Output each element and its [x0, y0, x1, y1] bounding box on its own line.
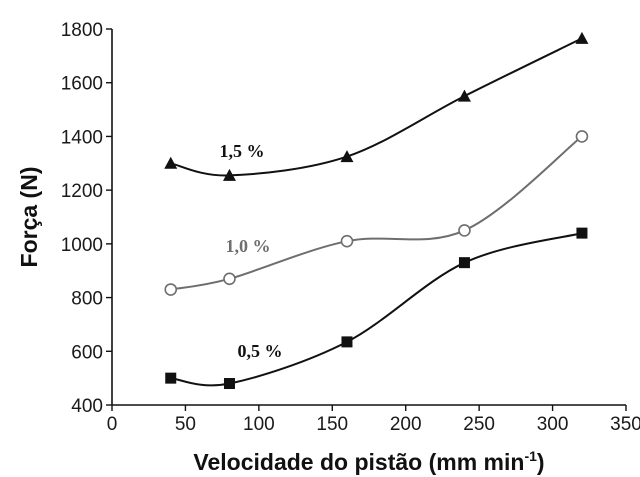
data-point-square [341, 336, 353, 348]
series-labels: 0,5 % 1,0 % 1,5 % [220, 141, 283, 361]
x-tick-label: 250 [463, 414, 495, 435]
series-label: 1,5 % [220, 141, 265, 161]
data-point-triangle [164, 156, 178, 169]
trend-curves [170, 37, 583, 387]
x-tick-label: 300 [537, 414, 569, 435]
data-point-circle [223, 272, 236, 286]
x-tick-label: 100 [243, 414, 275, 435]
data-point-square [165, 372, 177, 384]
y-tick-label: 400 [71, 396, 103, 417]
x-tick-label: 0 [107, 414, 118, 435]
data-point-triangle [457, 89, 471, 102]
data-point-circle [458, 224, 471, 237]
y-tick-label: 1600 [61, 74, 103, 95]
y-tick-label: 1200 [61, 181, 103, 202]
data-point-triangle [340, 150, 354, 163]
data-point-circle [575, 130, 589, 143]
data-point-circle [340, 234, 354, 248]
x-axis-title: Velocidade do pistão (mm min-1) [193, 448, 544, 475]
series-curve [170, 37, 583, 177]
data-point-triangle [222, 168, 236, 181]
series-label: 1,0 % [226, 236, 271, 256]
y-tick-label: 800 [71, 289, 103, 310]
x-tick-label: 200 [390, 414, 422, 435]
y-tick-label: 600 [71, 342, 103, 363]
data-point-square [223, 378, 235, 390]
y-tick-label: 1400 [61, 127, 103, 148]
data-point-circle [164, 283, 178, 296]
series-label: 0,5 % [238, 341, 283, 361]
axes [111, 29, 626, 406]
data-point-triangle [575, 31, 589, 44]
x-tick-label: 150 [316, 414, 348, 435]
data-point-square [576, 227, 588, 239]
data-point-square [458, 257, 470, 269]
data-markers [164, 31, 589, 390]
ticks: 0 50 100 150 200 250 300 350 400 600 800 1000 1200 14… [61, 20, 640, 435]
y-tick-label: 1800 [61, 20, 103, 41]
y-axis-title: Força (N) [16, 167, 42, 268]
x-tick-label: 350 [610, 414, 640, 435]
y-tick-label: 1000 [61, 235, 103, 256]
x-tick-label: 50 [175, 414, 196, 435]
